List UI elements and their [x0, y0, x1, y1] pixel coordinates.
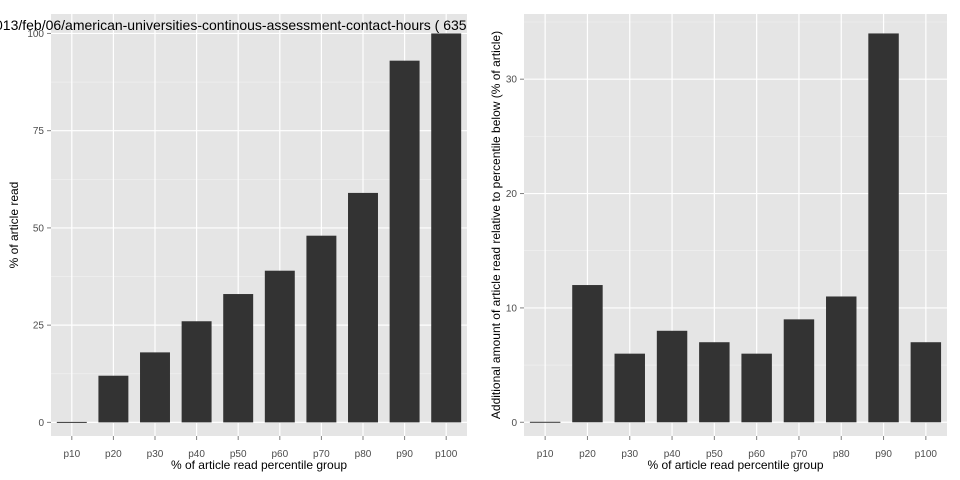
- x-tick-label: p100: [915, 449, 938, 460]
- y-tick-label: 100: [27, 29, 44, 40]
- bar-p10: [529, 421, 561, 423]
- x-tick-label: p70: [313, 449, 330, 460]
- y-tick-label: 10: [506, 303, 518, 314]
- bar-p40: [656, 330, 688, 423]
- y-axis-title: Additional amount of article read relati…: [489, 31, 503, 419]
- x-tick-label: p40: [188, 449, 205, 460]
- bar-p40: [181, 321, 212, 423]
- bar-p20: [572, 285, 603, 423]
- bar-p80: [826, 296, 857, 423]
- bar-p50: [223, 294, 254, 423]
- x-axis-title: % of article read percentile group: [171, 458, 347, 472]
- bar-p60: [741, 353, 772, 423]
- x-tick-label: p30: [147, 449, 164, 460]
- y-axis-title: % of article read: [7, 182, 21, 269]
- x-tick-label: p10: [537, 449, 554, 460]
- bar-p50: [699, 342, 730, 423]
- bar-p10: [56, 421, 87, 423]
- y-tick-label: 30: [506, 75, 518, 86]
- right-chart: 0 10 20 30 p10 p20 p30 p40 p50 p60 p70 p80 p90 p100 % …: [489, 14, 947, 472]
- y-tick-label: 50: [33, 223, 45, 234]
- bar-p100: [910, 342, 942, 423]
- bar-p30: [140, 352, 170, 423]
- x-tick-label: p100: [435, 449, 458, 460]
- left-chart: 0 25 50 75 100 p10 p20 p30 p40 p50 p60 p70 p80 p90 p10…: [0, 14, 467, 472]
- x-tick-label: p40: [664, 449, 681, 460]
- x-tick-label: p20: [105, 449, 122, 460]
- x-tick-label: p90: [875, 449, 892, 460]
- y-tick-label: 75: [33, 126, 45, 137]
- x-tick-label: p80: [355, 449, 372, 460]
- x-tick-label: p20: [579, 449, 596, 460]
- bar-p90: [868, 33, 899, 423]
- x-tick-label: p30: [621, 449, 638, 460]
- x-tick-label: p90: [396, 449, 413, 460]
- bar-p30: [614, 353, 645, 423]
- x-tick-label: p50: [230, 449, 247, 460]
- x-tick-label: p60: [271, 449, 288, 460]
- x-tick-label: p10: [63, 449, 80, 460]
- x-tick-label: p50: [706, 449, 723, 460]
- y-tick-label: 0: [511, 418, 517, 429]
- x-axis-title: % of article read percentile group: [647, 458, 823, 472]
- y-tick-label: 25: [33, 321, 45, 332]
- x-tick-label: p80: [833, 449, 850, 460]
- bar-p60: [264, 270, 295, 423]
- bar-p70: [783, 319, 815, 423]
- bar-p70: [306, 235, 337, 423]
- chart-title: 013/feb/06/american-universities-contino…: [0, 17, 467, 33]
- x-tick-label: p70: [791, 449, 808, 460]
- bar-p90: [389, 60, 420, 423]
- bar-p100: [431, 33, 462, 423]
- x-tick-label: p60: [748, 449, 765, 460]
- y-tick-label: 20: [506, 189, 518, 200]
- bar-p80: [348, 192, 378, 423]
- y-tick-label: 0: [38, 418, 44, 429]
- bar-p20: [98, 375, 129, 423]
